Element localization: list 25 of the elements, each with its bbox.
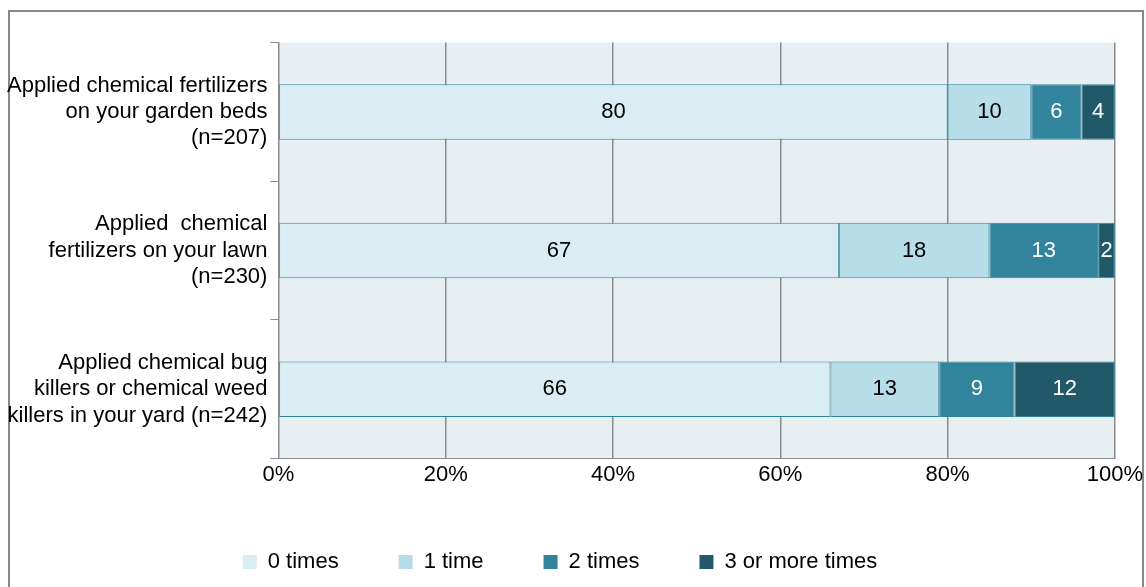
legend-label: 1 time: [423, 548, 484, 574]
y-tick-label: Applied chemical fertilizers on your lawn (n=230): [48, 210, 268, 289]
data-label: 18: [901, 236, 927, 262]
x-tick-label: 20%: [423, 460, 468, 486]
data-label: 66: [542, 375, 568, 401]
data-label: 6: [1050, 98, 1063, 123]
data-label: 2: [1100, 236, 1113, 262]
data-label: 9: [970, 375, 983, 401]
data-label: 67: [546, 236, 572, 262]
x-tick-label: 40%: [590, 460, 636, 486]
legend-label: 0 times: [267, 548, 339, 574]
legend-label: 2 times: [568, 548, 640, 574]
x-tick-label: 0%: [262, 460, 295, 486]
data-label: 12: [1052, 375, 1077, 401]
y-tick-label: Applied chemical bug killers or chemical weed killers in your yard (n=242): [7, 348, 268, 427]
x-tick-label: 100%: [1086, 460, 1144, 486]
data-label: 10: [977, 98, 1002, 123]
data-label: 13: [1031, 236, 1057, 262]
data-label: 80: [601, 98, 626, 123]
data-label: 13: [872, 375, 898, 401]
y-tick-label: Applied chemical fertilizers on your garden beds (n=207): [7, 71, 268, 150]
legend-label: 3 or more times: [724, 548, 878, 574]
x-tick-label: 60%: [758, 460, 803, 486]
data-label: 4: [1092, 98, 1105, 123]
x-tick-label: 80%: [925, 460, 970, 486]
